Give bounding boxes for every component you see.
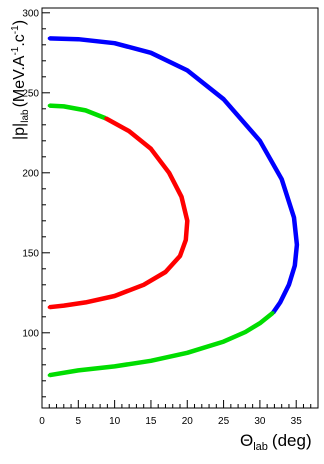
data-point-s3-8 — [163, 270, 168, 274]
data-point-s1-7 — [76, 368, 80, 372]
series-band-2 — [49, 103, 107, 121]
data-point-s0-5 — [222, 97, 226, 101]
data-point-s2-2 — [84, 108, 88, 112]
data-point-s0-0 — [47, 36, 51, 41]
y-tick-label-100: 100 — [22, 328, 39, 339]
series-band-1 — [48, 311, 275, 378]
y-tick-label-300: 300 — [22, 8, 39, 19]
data-point-s0-3 — [149, 51, 153, 55]
x-tick-label-25: 25 — [218, 416, 230, 427]
data-point-s3-10 — [113, 294, 117, 298]
data-point-s0-4 — [185, 68, 189, 72]
data-point-s1-5 — [149, 359, 153, 363]
data-point-s3-5 — [185, 219, 189, 223]
y-tick-label-200: 200 — [22, 168, 39, 179]
data-point-s1-1 — [258, 321, 262, 325]
data-point-s3-1 — [127, 129, 131, 133]
data-point-s0-8 — [292, 216, 296, 220]
data-point-s3-9 — [142, 283, 146, 287]
y-tick-label-150: 150 — [22, 248, 39, 259]
x-tick-label-15: 15 — [145, 416, 157, 427]
data-point-s0-7 — [280, 177, 284, 181]
data-point-s3-11 — [84, 300, 88, 304]
series-band-3 — [49, 116, 190, 310]
data-point-s0-9 — [295, 243, 299, 247]
data-point-s1-3 — [222, 340, 226, 344]
data-point-s0-12 — [278, 300, 282, 304]
data-point-s2-0 — [47, 104, 51, 108]
x-tick-label-5: 5 — [76, 416, 82, 427]
data-point-s3-12 — [62, 304, 66, 308]
x-tick-label-20: 20 — [182, 416, 194, 427]
x-tick-label-35: 35 — [291, 416, 303, 427]
data-point-s3-3 — [167, 171, 171, 175]
x-axis-title: Θlab (deg) — [240, 431, 312, 453]
x-tick-label-10: 10 — [109, 416, 121, 427]
data-point-s0-2 — [113, 41, 117, 45]
series-layer — [47, 36, 300, 378]
data-point-s3-0 — [104, 116, 108, 120]
data-point-s1-8 — [47, 373, 51, 377]
data-point-s0-6 — [258, 139, 262, 143]
x-tick-label-0: 0 — [39, 416, 45, 427]
data-point-s3-13 — [47, 305, 51, 309]
data-point-s0-10 — [293, 264, 297, 268]
data-point-s3-2 — [149, 147, 153, 151]
data-point-s2-1 — [62, 104, 66, 108]
data-point-s1-6 — [113, 364, 117, 368]
series-band-0 — [49, 36, 300, 315]
data-point-s3-6 — [184, 238, 188, 242]
y-axis-title: |p|lab(MeV.A-1.c-1) — [10, 20, 31, 140]
tick-layer: 0 5 10 15 20 25 30 35 100 150 200 250 300 — [22, 8, 319, 427]
data-point-s1-0 — [271, 311, 275, 315]
y-tick-label-250: 250 — [22, 88, 39, 99]
data-point-s1-2 — [243, 330, 247, 334]
x-tick-label-30: 30 — [254, 416, 266, 427]
data-point-s0-1 — [76, 37, 80, 41]
data-point-s0-11 — [287, 283, 291, 287]
data-point-s3-7 — [178, 254, 182, 258]
data-point-s3-4 — [179, 195, 184, 199]
data-point-s1-4 — [185, 351, 189, 355]
